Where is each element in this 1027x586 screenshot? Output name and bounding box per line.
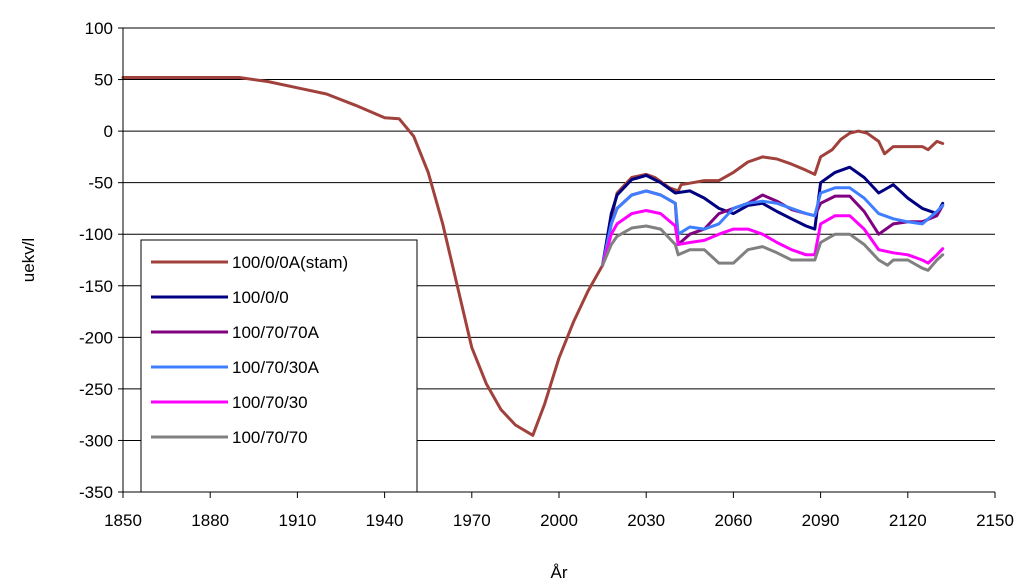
legend-label: 100/0/0: [232, 288, 289, 307]
x-tick-label: 2150: [976, 511, 1014, 530]
legend-label: 100/0/0A(stam): [232, 253, 348, 272]
y-tick-label: -50: [88, 174, 113, 193]
legend-label: 100/70/70A: [232, 323, 320, 342]
x-tick-label: 1880: [191, 511, 229, 530]
y-tick-label: -300: [79, 431, 113, 450]
y-tick-label: 0: [104, 122, 113, 141]
x-tick-label: 2030: [627, 511, 665, 530]
series-line-6: [601, 224, 945, 272]
series-line-2: [601, 165, 945, 267]
x-tick-label: 2090: [802, 511, 840, 530]
series-group: [121, 76, 945, 437]
x-tick-label: 2120: [889, 511, 927, 530]
series-line-4: [601, 186, 945, 267]
x-tick-labels: 1850 1880 1910 1940 1970 2000 2030 2060 2090 2120…: [104, 511, 1014, 530]
x-tick-label: 2000: [540, 511, 578, 530]
y-tick-labels: 100 50 0 -50 -100 -150 -200 -250 -300 -350: [79, 19, 113, 502]
series-line-5: [601, 209, 945, 267]
y-tick-label: 100: [85, 19, 113, 38]
y-tick-label: 50: [94, 71, 113, 90]
y-tick-label: -350: [79, 483, 113, 502]
legend-label: 100/70/30: [232, 393, 308, 412]
y-tick-label: -200: [79, 328, 113, 347]
x-axis-title: År: [551, 563, 568, 582]
x-tick-label: 2060: [714, 511, 752, 530]
x-tick-label: 1940: [366, 511, 404, 530]
x-tick-label: 1970: [453, 511, 491, 530]
x-tick-label: 1910: [278, 511, 316, 530]
y-axis-title: uekv/l: [19, 238, 38, 282]
legend-label: 100/70/70: [232, 428, 308, 447]
x-tick-label: 1850: [104, 511, 142, 530]
y-tick-label: -100: [79, 225, 113, 244]
y-tick-label: -150: [79, 277, 113, 296]
legend-label: 100/70/30A: [232, 358, 320, 377]
legend: 100/0/0A(stam) 100/0/0 100/70/70A 100/70/30…: [140, 239, 418, 493]
y-tick-label: -250: [79, 380, 113, 399]
